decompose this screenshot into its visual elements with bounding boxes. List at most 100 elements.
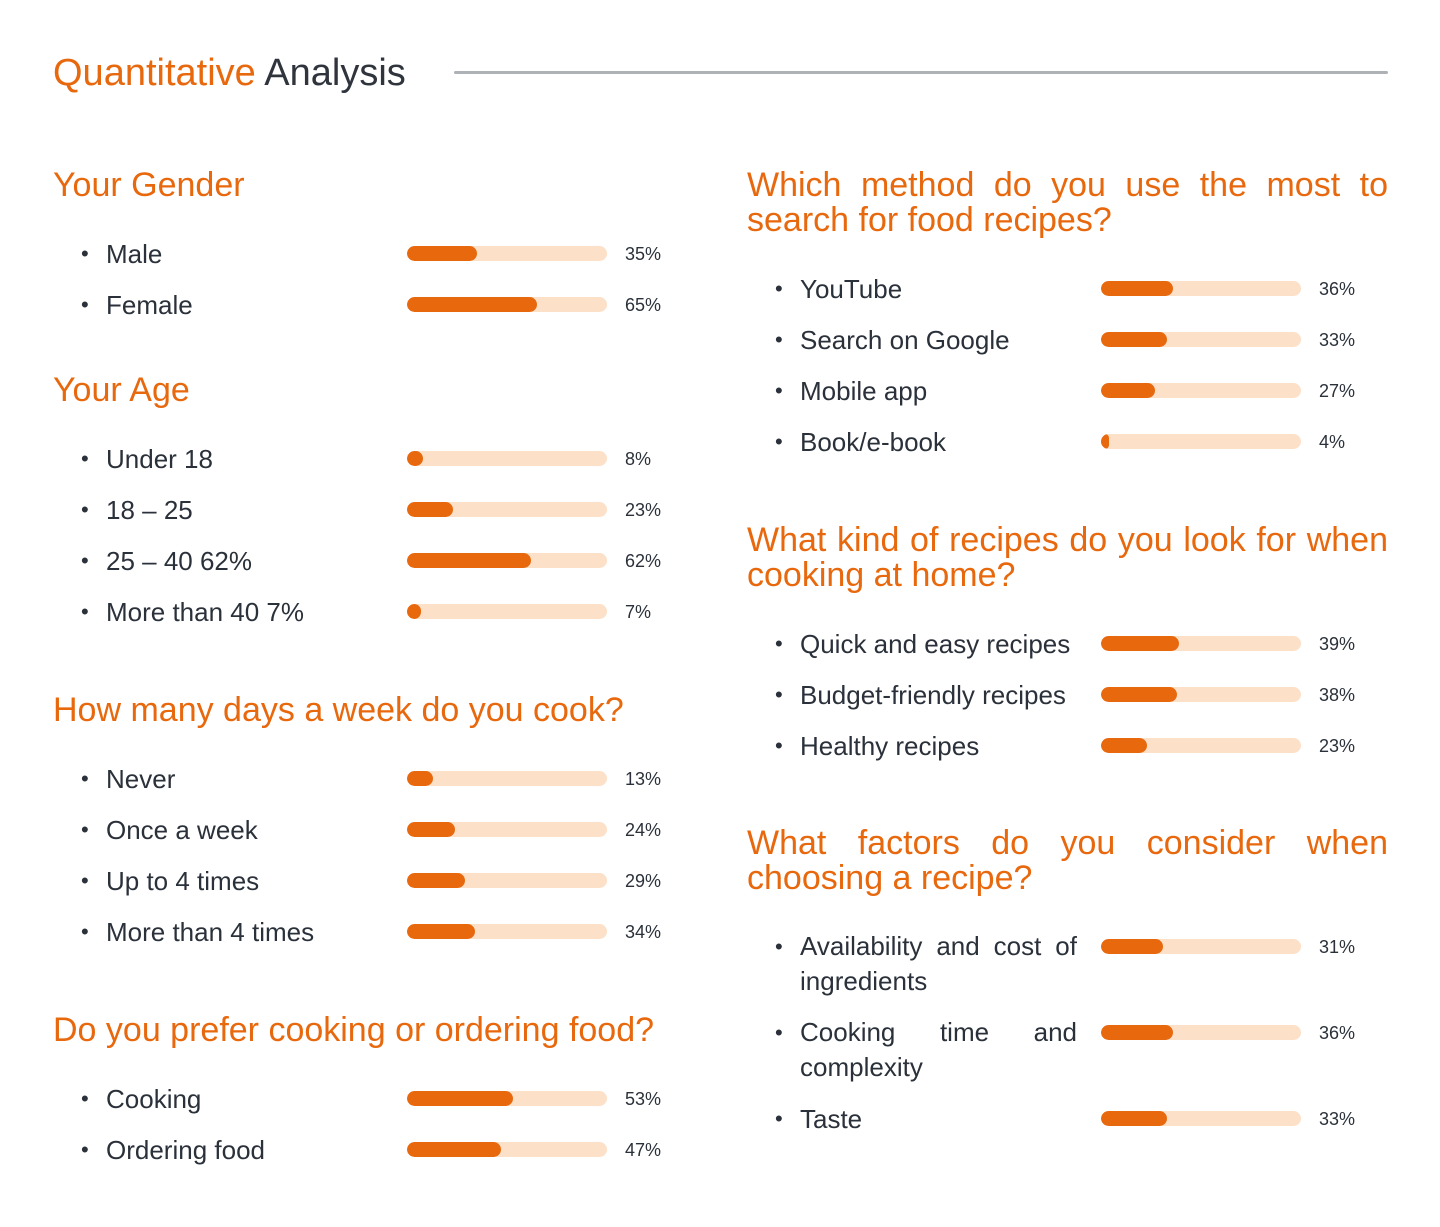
bar-track xyxy=(407,771,607,786)
bar-label: Quick and easy recipes xyxy=(800,629,1071,659)
bar-fill xyxy=(1101,434,1109,449)
bar-value-label: 8% xyxy=(625,449,652,469)
bar-track xyxy=(1101,1111,1301,1126)
bar-track xyxy=(1101,636,1301,651)
bullet-icon: • xyxy=(775,276,783,301)
section-title: What factors do you consider when choosi… xyxy=(747,824,1388,897)
bar-fill xyxy=(407,1091,513,1106)
section-title: Your Age xyxy=(53,371,190,409)
section-search-method: Which method do you use the most to sear… xyxy=(747,166,1388,458)
bar-track xyxy=(407,502,607,517)
bar-track xyxy=(1101,738,1301,753)
bar-label: Up to 4 times xyxy=(106,866,260,896)
bar-track xyxy=(407,297,607,312)
bar-fill xyxy=(407,924,475,939)
bullet-icon: • xyxy=(775,378,783,403)
bar-label: Healthy recipes xyxy=(800,731,980,761)
bar-track xyxy=(1101,434,1301,449)
bar-value-label: 29% xyxy=(625,871,662,891)
section-title: Which method do you use the most to sear… xyxy=(747,166,1388,239)
page-title: Quantitative Analysis xyxy=(53,50,406,96)
bar-track xyxy=(407,246,607,261)
bar-value-label: 33% xyxy=(1319,1109,1356,1129)
bar-label: Budget-friendly recipes xyxy=(800,680,1066,710)
bar-track xyxy=(407,451,607,466)
bullet-icon: • xyxy=(81,446,89,471)
section-factors: What factors do you consider when choosi… xyxy=(747,824,1388,1135)
bar-fill xyxy=(1101,332,1167,347)
bullet-icon: • xyxy=(775,934,783,959)
bar-fill xyxy=(407,297,537,312)
bar-fill xyxy=(407,873,465,888)
bar-value-label: 33% xyxy=(1319,330,1356,350)
bar-label: Search on Google xyxy=(800,325,1010,355)
bar-fill xyxy=(1101,939,1163,954)
bullet-icon: • xyxy=(775,429,783,454)
bar-track xyxy=(407,822,607,837)
bar-label: Taste xyxy=(800,1104,863,1134)
section-gender: Your Gender • Male 35% • Female 65% xyxy=(53,166,693,321)
section-cook-vs-order: Do you prefer cooking or ordering food? •… xyxy=(53,1011,693,1166)
bullet-icon: • xyxy=(81,919,89,944)
section-recipe-kind: What kind of recipes do you look for whe… xyxy=(747,521,1388,762)
bar-value-label: 27% xyxy=(1319,381,1356,401)
bar-fill xyxy=(407,1142,501,1157)
bar-label: Female xyxy=(106,290,193,320)
bar-fill xyxy=(407,822,455,837)
bullet-icon: • xyxy=(81,241,89,266)
bar-track xyxy=(407,604,607,619)
bullet-icon: • xyxy=(775,631,783,656)
bar-label: Once a week xyxy=(106,815,258,845)
bar-label: 18 – 25 xyxy=(106,495,193,525)
bullet-icon: • xyxy=(81,599,89,624)
bar-label: Male xyxy=(106,239,163,269)
bar-fill xyxy=(1101,1111,1167,1126)
bar-value-label: 35% xyxy=(625,244,662,264)
section-title: Your Gender xyxy=(53,166,245,204)
bullet-icon: • xyxy=(81,766,89,791)
bar-fill xyxy=(407,246,477,261)
bar-label: Mobile app xyxy=(800,376,928,406)
bar-fill xyxy=(1101,1025,1173,1040)
bar-fill xyxy=(1101,281,1173,296)
bullet-icon: • xyxy=(81,497,89,522)
bar-track xyxy=(1101,281,1301,296)
bar-track xyxy=(1101,332,1301,347)
section-age: Your Age • Under 18 8% • 18 – 25 23% • 25 – 40 6… xyxy=(53,371,693,628)
bar-track xyxy=(407,1091,607,1106)
bar-label: Never xyxy=(106,764,176,794)
bar-value-label: 24% xyxy=(625,820,662,840)
bullet-icon: • xyxy=(81,1086,89,1111)
bar-value-label: 47% xyxy=(625,1140,662,1160)
bar-fill xyxy=(1101,383,1155,398)
bullet-icon: • xyxy=(81,868,89,893)
bar-label: More than 40 7% xyxy=(106,597,305,627)
section-title: How many days a week do you cook? xyxy=(53,691,624,729)
section-title: What kind of recipes do you look for whe… xyxy=(747,521,1388,594)
bullet-icon: • xyxy=(81,817,89,842)
bar-label: Availability and cost of ingredients xyxy=(800,931,1077,996)
bullet-icon: • xyxy=(81,548,89,573)
bar-fill xyxy=(407,451,423,466)
bullet-icon: • xyxy=(775,733,783,758)
bar-value-label: 36% xyxy=(1319,279,1356,299)
bar-fill xyxy=(407,553,531,568)
page-header: Quantitative Analysis xyxy=(53,50,1388,96)
section-title: Do you prefer cooking or ordering food? xyxy=(53,1011,655,1049)
bar-label: More than 4 times xyxy=(106,917,315,947)
bar-track xyxy=(1101,1025,1301,1040)
bar-track xyxy=(1101,687,1301,702)
bar-label: Ordering food xyxy=(106,1135,265,1165)
bar-label: 25 – 40 62% xyxy=(106,546,253,576)
bar-label: Under 18 xyxy=(106,444,213,474)
bar-value-label: 7% xyxy=(625,602,652,622)
bar-value-label: 31% xyxy=(1319,937,1356,957)
bullet-icon: • xyxy=(775,327,783,352)
bar-value-label: 38% xyxy=(1319,685,1356,705)
bar-value-label: 53% xyxy=(625,1089,662,1109)
bullet-icon: • xyxy=(775,682,783,707)
bar-track xyxy=(1101,383,1301,398)
bullet-icon: • xyxy=(81,1137,89,1162)
bar-value-label: 62% xyxy=(625,551,662,571)
bar-fill xyxy=(1101,636,1179,651)
